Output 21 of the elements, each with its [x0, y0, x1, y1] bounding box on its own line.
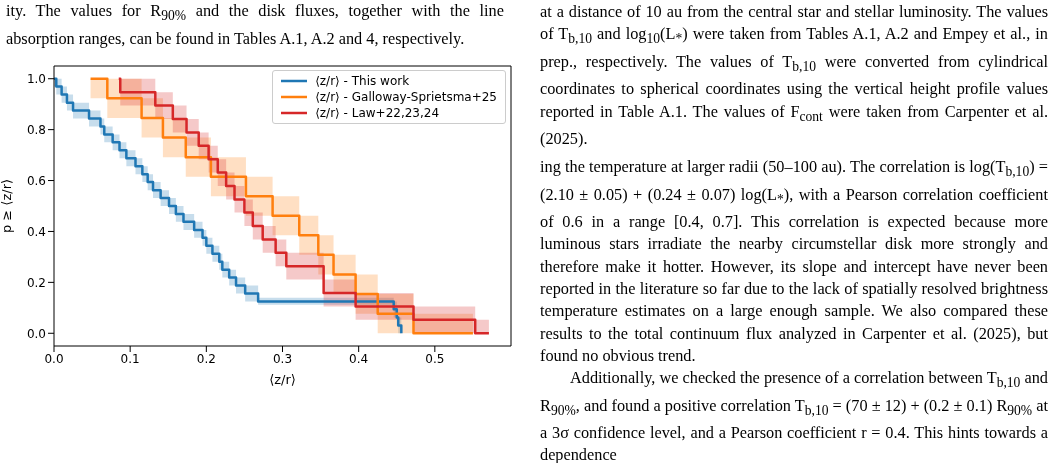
legend-label: ⟨z/r⟩ - This work	[315, 73, 410, 89]
y-axis-title: p ≥ ⟨z/r⟩	[0, 178, 14, 234]
y-tick-label: 0.0	[26, 326, 46, 341]
x-axis-title: ⟨z/r⟩	[269, 372, 296, 387]
y-tick-label: 0.8	[26, 122, 46, 137]
text: at a distance of 10 au from the central star and stellar luminosity. The values of T$_{b,10}$ and log$_{10}$(L$_{*}$) were taken from Tables A.1, A.2 and Empey et al., in prep., respectively. The values of T$_{b,10}$ were converted from cylindrical coordinates to spherical coordinates using the vertical height profile values reported in Table A.1. The values of F$_{cont}$ were taken from Carpenter et al. (2025).	[540, 2, 1049, 149]
x-tick-label: 0.0	[44, 351, 64, 366]
legend-label: ⟨z/r⟩ - Galloway-Sprietsma+25	[315, 89, 497, 105]
legend-label: ⟨z/r⟩ - Law+22,23,24	[315, 105, 440, 121]
x-tick-label: 0.3	[272, 351, 293, 366]
text: ity. The values for R$_{90%}$ and the disk fluxes, together with the line absorption ranges, can be found in Tables A.1, A.2 and 4, respectively.	[6, 0, 504, 50]
text: Additionally, we checked the presence of a correlation between T$_{b,10}$ and R$_{90%}$, and found a positive correlation T$_{b,10}$ = (70 ± 12) + (0.2 ± 0.1) R$_{90%}$ at a 3σ confidence level, and a Pearson coefficient r = 0.4. This hints towards a dependence	[540, 368, 1049, 463]
y-tick-label: 0.4	[26, 224, 46, 239]
text: ing the temperature at larger radii (50–100 au). The correlation is log(T$_{b,10}$) = (2.10 ± 0.05) + (0.24 ± 0.07) log(L$_{*}$), with a Pearson correlation coefficient of 0.6 in a range [0.4, 0.7]. This correlation is expected because more luminous stars irradiate the nearby circumstellar disk more strongly and therefore make it hotter. However, its slope and intercept have never been reported in the literature so far due to the lack of spatially resolved brightness temperature estimates on a large enough sample. We also compared these results to the total continuum flux analyzed in Carpenter et al. (2025), but found no obvious trend.	[540, 157, 1048, 365]
y-tick-label: 0.6	[26, 173, 46, 188]
x-tick-label: 0.5	[425, 351, 445, 366]
x-tick-label: 0.2	[196, 351, 216, 366]
x-tick-label: 0.1	[120, 351, 140, 366]
y-tick-label: 0.2	[26, 275, 46, 290]
x-tick-label: 0.4	[349, 351, 369, 366]
y-tick-label: 1.0	[26, 71, 46, 86]
